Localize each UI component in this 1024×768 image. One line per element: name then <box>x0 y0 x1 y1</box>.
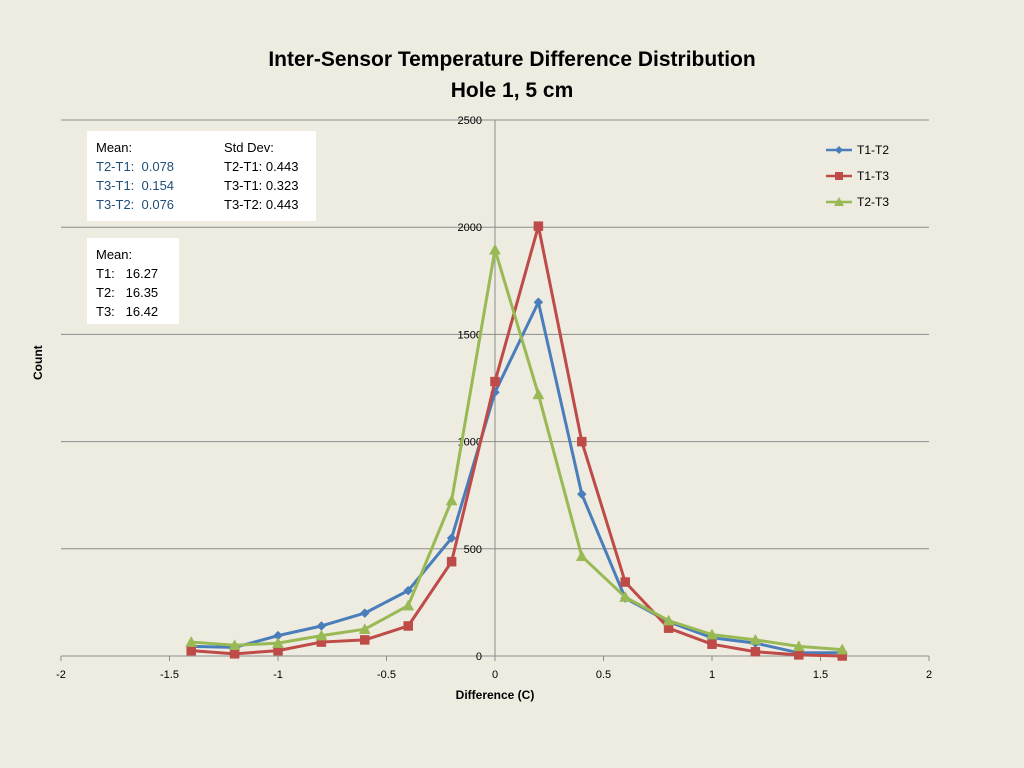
chart-subtitle: Hole 1, 5 cm <box>450 79 574 102</box>
y-tick-label: 1500 <box>458 329 482 341</box>
data-point <box>360 635 370 645</box>
data-point <box>229 649 240 659</box>
means-header: Mean: <box>96 247 133 262</box>
stats-textbox: Mean: T2-T1: 0.078 T3-T1: 0.154 T3-T2: 0… <box>87 131 316 221</box>
data-point <box>575 550 588 562</box>
data-point <box>228 639 241 651</box>
data-point <box>706 628 718 640</box>
x-tick-label: 1.5 <box>813 669 828 681</box>
x-tick-label: -1 <box>273 669 283 681</box>
series-line-t1-t3 <box>191 224 843 658</box>
legend-swatch-t2-t3 <box>826 197 852 206</box>
y-tick-label: 0 <box>476 651 482 663</box>
data-point <box>185 636 198 647</box>
data-point <box>316 621 327 631</box>
x-tick-label: -1.5 <box>160 669 179 681</box>
data-point <box>792 640 805 652</box>
series-line-t2-t3 <box>191 248 843 652</box>
sensor-mean: T2: 16.35 <box>96 285 159 300</box>
y-tick-label: 2500 <box>458 115 482 127</box>
mean-value: T2-T1: 0.078 <box>96 159 175 174</box>
data-point <box>532 388 545 400</box>
data-point <box>359 608 370 618</box>
data-point <box>662 614 675 626</box>
x-tick-label: 1 <box>709 669 715 681</box>
data-point <box>445 494 458 506</box>
data-point <box>576 489 587 499</box>
x-tick-label: -0.5 <box>377 669 396 681</box>
mean-value: T3-T1: 0.154 <box>96 178 175 193</box>
data-point <box>749 633 762 645</box>
data-point <box>272 637 284 648</box>
x-tick-label: 0.5 <box>596 669 611 681</box>
legend-label: T2-T3 <box>857 195 890 209</box>
sensor-means-textbox: Mean: T1: 16.27 T2: 16.35 T3: 16.42 <box>87 238 179 324</box>
data-point <box>533 297 544 308</box>
legend-label: T1-T2 <box>857 143 890 157</box>
x-axis-label: Difference (C) <box>455 688 535 702</box>
std-value: T3-T2: 0.443 <box>224 197 299 212</box>
sensor-mean: T3: 16.42 <box>96 304 159 319</box>
data-point <box>446 556 457 567</box>
series-line-t1-t2 <box>191 300 843 655</box>
data-point <box>577 436 587 447</box>
chart-title: Inter-Sensor Temperature Difference Dist… <box>268 48 756 71</box>
std-value: T2-T1: 0.443 <box>224 159 299 174</box>
data-point <box>490 376 500 387</box>
y-axis-label: Count <box>31 345 45 380</box>
data-point <box>358 623 371 634</box>
data-point <box>533 221 544 231</box>
data-point <box>403 621 413 631</box>
data-point <box>446 533 457 543</box>
y-tick-label: 500 <box>464 544 482 556</box>
legend-swatch-t1-t2 <box>826 146 852 154</box>
x-tick-label: -2 <box>56 669 66 681</box>
data-point <box>707 639 717 649</box>
data-point <box>315 629 328 641</box>
data-point <box>186 645 196 656</box>
mean-header: Mean: <box>96 140 133 155</box>
data-point <box>402 599 415 611</box>
data-point <box>620 577 630 587</box>
data-point <box>619 591 632 602</box>
data-point <box>403 585 414 596</box>
y-tick-label: 2000 <box>458 222 482 234</box>
x-tick-label: 2 <box>926 669 932 681</box>
std-header: Std Dev: <box>224 140 274 155</box>
data-point <box>794 650 804 660</box>
sensor-mean: T1: 16.27 <box>96 266 159 281</box>
std-value: T3-T1: 0.323 <box>224 178 299 193</box>
data-point <box>836 643 849 655</box>
data-point <box>750 646 761 657</box>
data-point <box>489 243 501 255</box>
legend-swatch-t1-t3 <box>826 172 852 180</box>
legend-label: T1-T3 <box>857 169 890 183</box>
mean-value: T3-T2: 0.076 <box>96 197 175 212</box>
x-tick-label: 0 <box>492 669 498 681</box>
